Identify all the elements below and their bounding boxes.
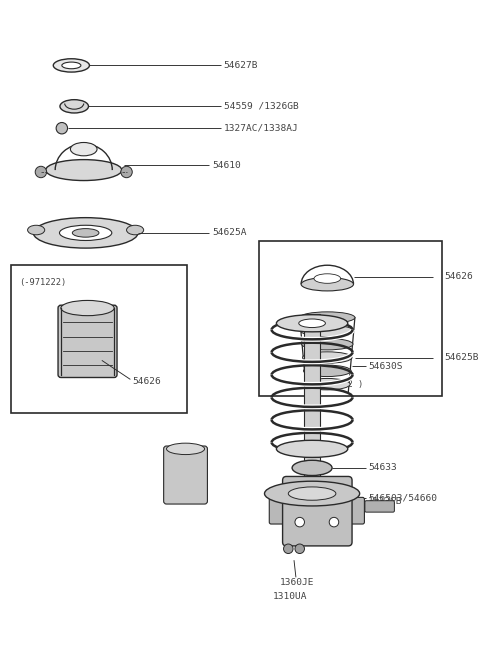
Ellipse shape xyxy=(72,229,99,237)
FancyBboxPatch shape xyxy=(269,497,285,524)
FancyBboxPatch shape xyxy=(283,476,352,546)
Ellipse shape xyxy=(304,378,350,390)
Bar xyxy=(259,241,443,396)
Text: 1327AC/1338AJ: 1327AC/1338AJ xyxy=(224,124,299,133)
FancyBboxPatch shape xyxy=(365,501,395,512)
Circle shape xyxy=(329,517,339,527)
Text: 1310UA: 1310UA xyxy=(273,592,308,601)
FancyBboxPatch shape xyxy=(164,446,207,504)
Ellipse shape xyxy=(46,160,122,181)
Text: 54559 /1326GB: 54559 /1326GB xyxy=(224,102,299,111)
Text: 546503/54660: 546503/54660 xyxy=(368,494,437,503)
Ellipse shape xyxy=(167,443,204,455)
Text: 54626: 54626 xyxy=(444,272,473,281)
FancyBboxPatch shape xyxy=(349,497,364,524)
Text: 1360JE: 1360JE xyxy=(280,578,314,587)
Ellipse shape xyxy=(276,315,348,332)
Text: 54610: 54610 xyxy=(212,161,241,170)
Ellipse shape xyxy=(53,58,89,72)
Circle shape xyxy=(295,544,304,554)
Ellipse shape xyxy=(264,481,360,506)
Ellipse shape xyxy=(33,217,138,248)
Ellipse shape xyxy=(60,100,88,113)
Text: 54630S: 54630S xyxy=(368,361,403,371)
Circle shape xyxy=(284,544,293,554)
Ellipse shape xyxy=(301,338,353,350)
Ellipse shape xyxy=(71,143,97,156)
Text: 54627B: 54627B xyxy=(224,61,258,70)
Text: 1132CB: 1132CB xyxy=(368,497,403,506)
Ellipse shape xyxy=(61,300,114,315)
Text: (-971222): (-971222) xyxy=(19,278,66,287)
Ellipse shape xyxy=(300,312,355,323)
Text: 54633: 54633 xyxy=(368,463,397,472)
Ellipse shape xyxy=(300,325,354,336)
Ellipse shape xyxy=(299,319,325,328)
Ellipse shape xyxy=(27,225,45,235)
Ellipse shape xyxy=(127,225,144,235)
Ellipse shape xyxy=(276,440,348,457)
Ellipse shape xyxy=(301,278,353,291)
Ellipse shape xyxy=(302,351,352,363)
Ellipse shape xyxy=(314,274,341,283)
Text: (971222 ): (971222 ) xyxy=(316,380,363,389)
Ellipse shape xyxy=(62,62,81,69)
Ellipse shape xyxy=(292,461,332,476)
Text: 54625A: 54625A xyxy=(212,229,247,237)
Circle shape xyxy=(35,166,47,177)
Text: 54625B: 54625B xyxy=(444,353,479,362)
Text: 54626: 54626 xyxy=(132,377,161,386)
Bar xyxy=(304,314,320,544)
Ellipse shape xyxy=(60,225,112,240)
Circle shape xyxy=(121,166,132,177)
Bar xyxy=(12,265,188,413)
Circle shape xyxy=(56,122,68,134)
Ellipse shape xyxy=(303,365,351,376)
FancyBboxPatch shape xyxy=(58,306,117,378)
Circle shape xyxy=(295,517,304,527)
Ellipse shape xyxy=(288,487,336,500)
